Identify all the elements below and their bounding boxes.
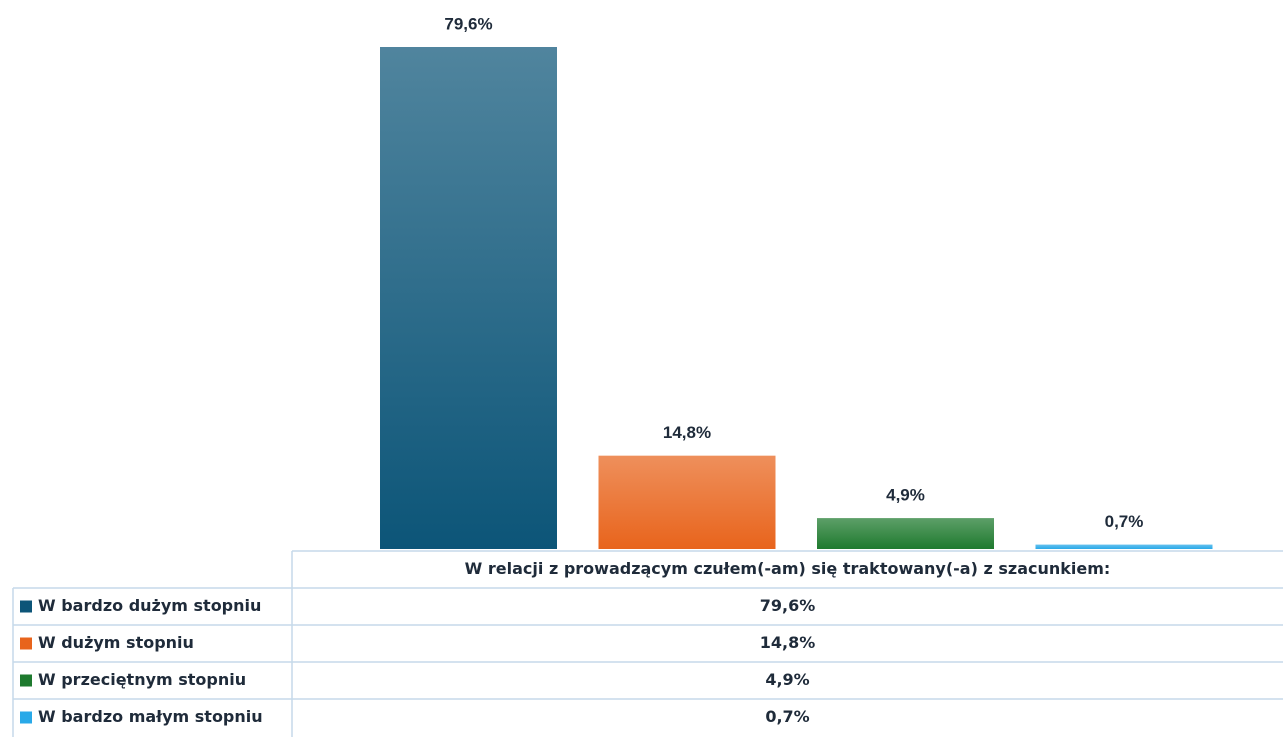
data-label: 0,7% — [1105, 512, 1144, 531]
legend-label: W bardzo dużym stopniu — [38, 596, 261, 615]
legend-swatch — [20, 674, 32, 687]
legend-swatch — [20, 711, 32, 724]
table-value: 4,9% — [765, 670, 809, 689]
legend-swatch — [20, 600, 32, 613]
table-value: 14,8% — [760, 633, 816, 652]
table-value: 79,6% — [760, 596, 816, 615]
legend-label: W dużym stopniu — [38, 633, 194, 652]
table-value: 0,7% — [765, 707, 809, 726]
data-label: 14,8% — [663, 423, 711, 442]
bar — [380, 47, 557, 549]
category-label: W relacji z prowadzącym czułem(-am) się … — [465, 559, 1111, 578]
legend-swatch — [20, 637, 32, 650]
bar — [817, 518, 994, 549]
bar — [598, 455, 776, 549]
data-label: 4,9% — [886, 486, 925, 505]
bar — [1035, 544, 1213, 549]
legend-label: W przeciętnym stopniu — [38, 670, 246, 689]
legend-label: W bardzo małym stopniu — [38, 707, 263, 726]
data-label: 79,6% — [444, 14, 492, 33]
